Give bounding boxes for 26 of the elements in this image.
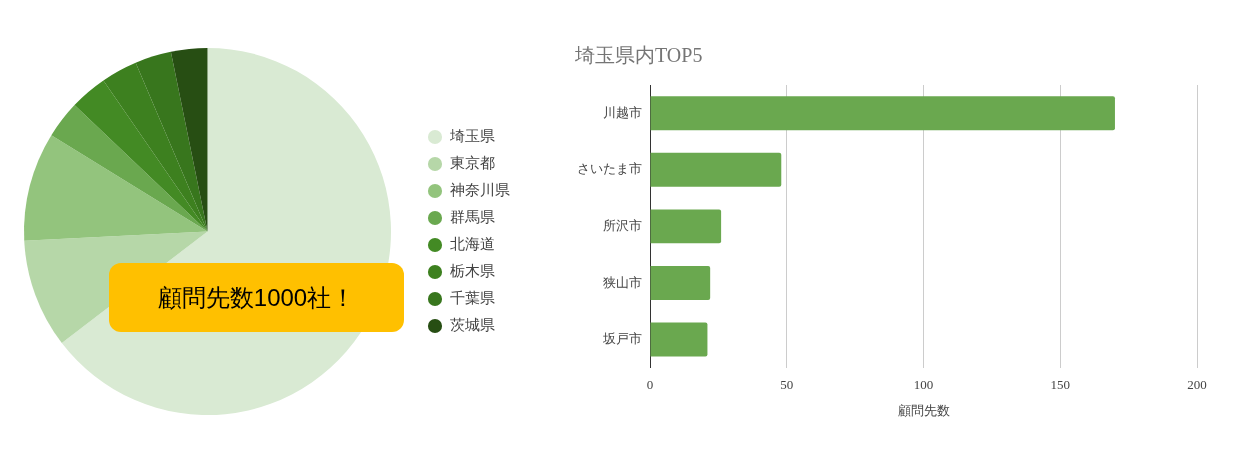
bar: [650, 152, 782, 187]
legend-label: 群馬県: [450, 208, 495, 226]
x-tick-label: 100: [913, 377, 934, 393]
bar: [650, 322, 708, 357]
legend-label: 東京都: [450, 154, 495, 172]
bar: [650, 265, 711, 300]
legend-label: 千葉県: [450, 289, 495, 307]
y-tick-label: 所沢市: [603, 217, 642, 233]
chart-title: 埼玉県内TOP5: [574, 44, 703, 67]
y-tick-label: 川越市: [603, 104, 642, 120]
text: 顧問先数1000社！: [157, 283, 356, 312]
x-axis-title: 顧問先数: [897, 402, 950, 418]
x-tick-label: 200: [1187, 377, 1207, 393]
x-tick-label: 50: [780, 377, 794, 393]
legend-label: 栃木県: [450, 262, 495, 280]
legend-label: 茨城県: [450, 316, 495, 334]
y-tick-label: 狭山市: [603, 274, 642, 290]
y-tick-label: さいたま市: [577, 161, 642, 177]
legend-label: 神奈川県: [450, 181, 510, 199]
bar: [650, 209, 722, 244]
bar: [650, 96, 1115, 131]
x-tick-label: 0: [646, 377, 654, 393]
legend-label: 埼玉県: [449, 127, 495, 145]
x-tick-label: 150: [1050, 377, 1070, 393]
y-tick-label: 坂戸市: [602, 331, 642, 347]
legend-label: 北海道: [450, 235, 495, 253]
